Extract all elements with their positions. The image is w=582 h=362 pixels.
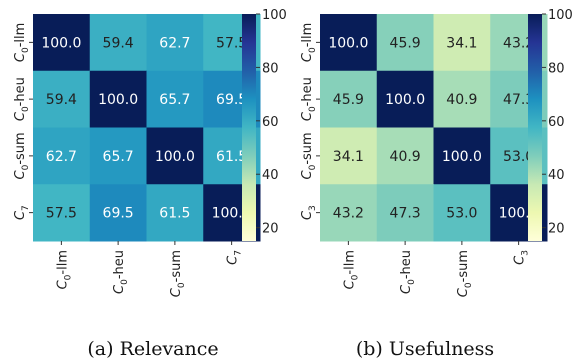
row-tick-label: C0-sum xyxy=(13,132,31,179)
caption-usefulness: (b) Usefulness xyxy=(356,338,494,360)
cell-value: 100.0 xyxy=(212,206,252,222)
col-tick-label: C7 xyxy=(226,250,244,265)
cell-r3-c2 xyxy=(146,184,204,242)
colorbar-gradient xyxy=(242,14,256,241)
cell-r0-c1 xyxy=(89,14,147,72)
cell-value: 57.5 xyxy=(216,35,247,51)
cell-value: 59.4 xyxy=(103,35,134,51)
cell-value: 43.2 xyxy=(503,35,534,51)
cell-value: 47.3 xyxy=(390,206,421,222)
colorbar-usefulness: 20 40 60 80 100 xyxy=(528,8,573,241)
cell-value: 45.9 xyxy=(390,35,421,51)
row-tick-label: C3 xyxy=(300,205,318,220)
cell-r3-c0 xyxy=(33,184,91,242)
cell-value: 100.0 xyxy=(98,92,138,108)
cell-value: 61.5 xyxy=(216,149,247,165)
row-tick-label: C0-sum xyxy=(300,132,318,179)
cell-value: 100.0 xyxy=(328,35,368,51)
cell-value: 65.7 xyxy=(103,149,134,165)
cell-value: 57.5 xyxy=(46,206,77,222)
colorbar-tick-label: 20 xyxy=(548,222,565,237)
col-tick-label: C0-llm xyxy=(55,250,73,289)
cell-r3-c1 xyxy=(376,184,434,242)
heatmap-relevance: 100.0 59.4 62.7 57.5 59.4 100.0 65.7 69.5 62.7 65… xyxy=(13,8,287,360)
colorbar-tick-label: 80 xyxy=(262,61,279,76)
cell-value: 100.0 xyxy=(442,149,482,165)
colorbar-tick-label: 100 xyxy=(262,8,287,23)
colorbar-tick-label: 60 xyxy=(262,115,279,130)
col-tick-label: C0-heu xyxy=(112,250,130,294)
cell-r0-c0 xyxy=(33,14,91,72)
row-tick-label: C0-llm xyxy=(13,23,31,62)
cell-r1-c2 xyxy=(433,70,491,128)
cell-value: 100.0 xyxy=(385,92,425,108)
cell-r2-c1 xyxy=(376,127,434,185)
colorbar-tick-label: 60 xyxy=(548,115,565,130)
colorbar-relevance: 20 40 60 80 100 xyxy=(242,8,287,241)
cell-r0-c1 xyxy=(376,14,434,72)
heatmap-usefulness: 100.0 45.9 34.1 43.2 45.9 100.0 40.9 47.3 34.1 40… xyxy=(300,8,573,360)
row-tick-label: C0-heu xyxy=(13,77,31,121)
cell-r2-c2 xyxy=(146,127,204,185)
cell-value: 62.7 xyxy=(46,149,77,165)
cell-r1-c1 xyxy=(376,70,434,128)
cell-value: 53.0 xyxy=(503,149,534,165)
col-tick-label: C0-heu xyxy=(399,250,417,294)
cell-r2-c2 xyxy=(433,127,491,185)
colorbar-tick-label: 20 xyxy=(262,222,279,237)
colorbar-tick-label: 40 xyxy=(262,168,279,183)
cell-value: 40.9 xyxy=(390,149,421,165)
row-tick-label: C7 xyxy=(13,205,31,220)
cell-value: 45.9 xyxy=(333,92,364,108)
cell-value: 100.0 xyxy=(155,149,195,165)
cell-r3-c2 xyxy=(433,184,491,242)
col-tick-label: C0-sum xyxy=(456,250,474,297)
cell-r1-c0 xyxy=(320,70,378,128)
cell-value: 43.2 xyxy=(333,206,364,222)
col-tick-label: C0-sum xyxy=(169,250,187,297)
row-tick-label: C0-heu xyxy=(300,77,318,121)
cell-value: 62.7 xyxy=(159,35,190,51)
col-tick-label: C0-llm xyxy=(342,250,360,289)
cell-value: 53.0 xyxy=(446,206,477,222)
cell-value: 47.3 xyxy=(503,92,534,108)
cell-r3-c0 xyxy=(320,184,378,242)
cell-r1-c1 xyxy=(89,70,147,128)
row-tick-label: C0-llm xyxy=(300,23,318,62)
cell-r2-c0 xyxy=(320,127,378,185)
colorbar-tick-label: 100 xyxy=(548,8,573,23)
cell-value: 40.9 xyxy=(446,92,477,108)
cell-r0-c2 xyxy=(146,14,204,72)
cell-value: 69.5 xyxy=(216,92,247,108)
cell-value: 100.0 xyxy=(41,35,81,51)
caption-relevance: (a) Relevance xyxy=(87,338,218,360)
cell-r0-c2 xyxy=(433,14,491,72)
cell-r2-c1 xyxy=(89,127,147,185)
cell-value: 61.5 xyxy=(159,206,190,222)
colorbar-gradient xyxy=(528,14,542,241)
cell-value: 69.5 xyxy=(103,206,134,222)
cell-value: 34.1 xyxy=(333,149,364,165)
cell-r0-c0 xyxy=(320,14,378,72)
cell-value: 59.4 xyxy=(46,92,77,108)
cell-r3-c1 xyxy=(89,184,147,242)
colorbar-tick-label: 40 xyxy=(548,168,565,183)
cell-value: 34.1 xyxy=(446,35,477,51)
cell-r1-c2 xyxy=(146,70,204,128)
col-tick-label: C3 xyxy=(513,250,531,265)
cell-r2-c0 xyxy=(33,127,91,185)
colorbar-tick-label: 80 xyxy=(548,61,565,76)
cell-r1-c0 xyxy=(33,70,91,128)
cell-value: 65.7 xyxy=(159,92,190,108)
